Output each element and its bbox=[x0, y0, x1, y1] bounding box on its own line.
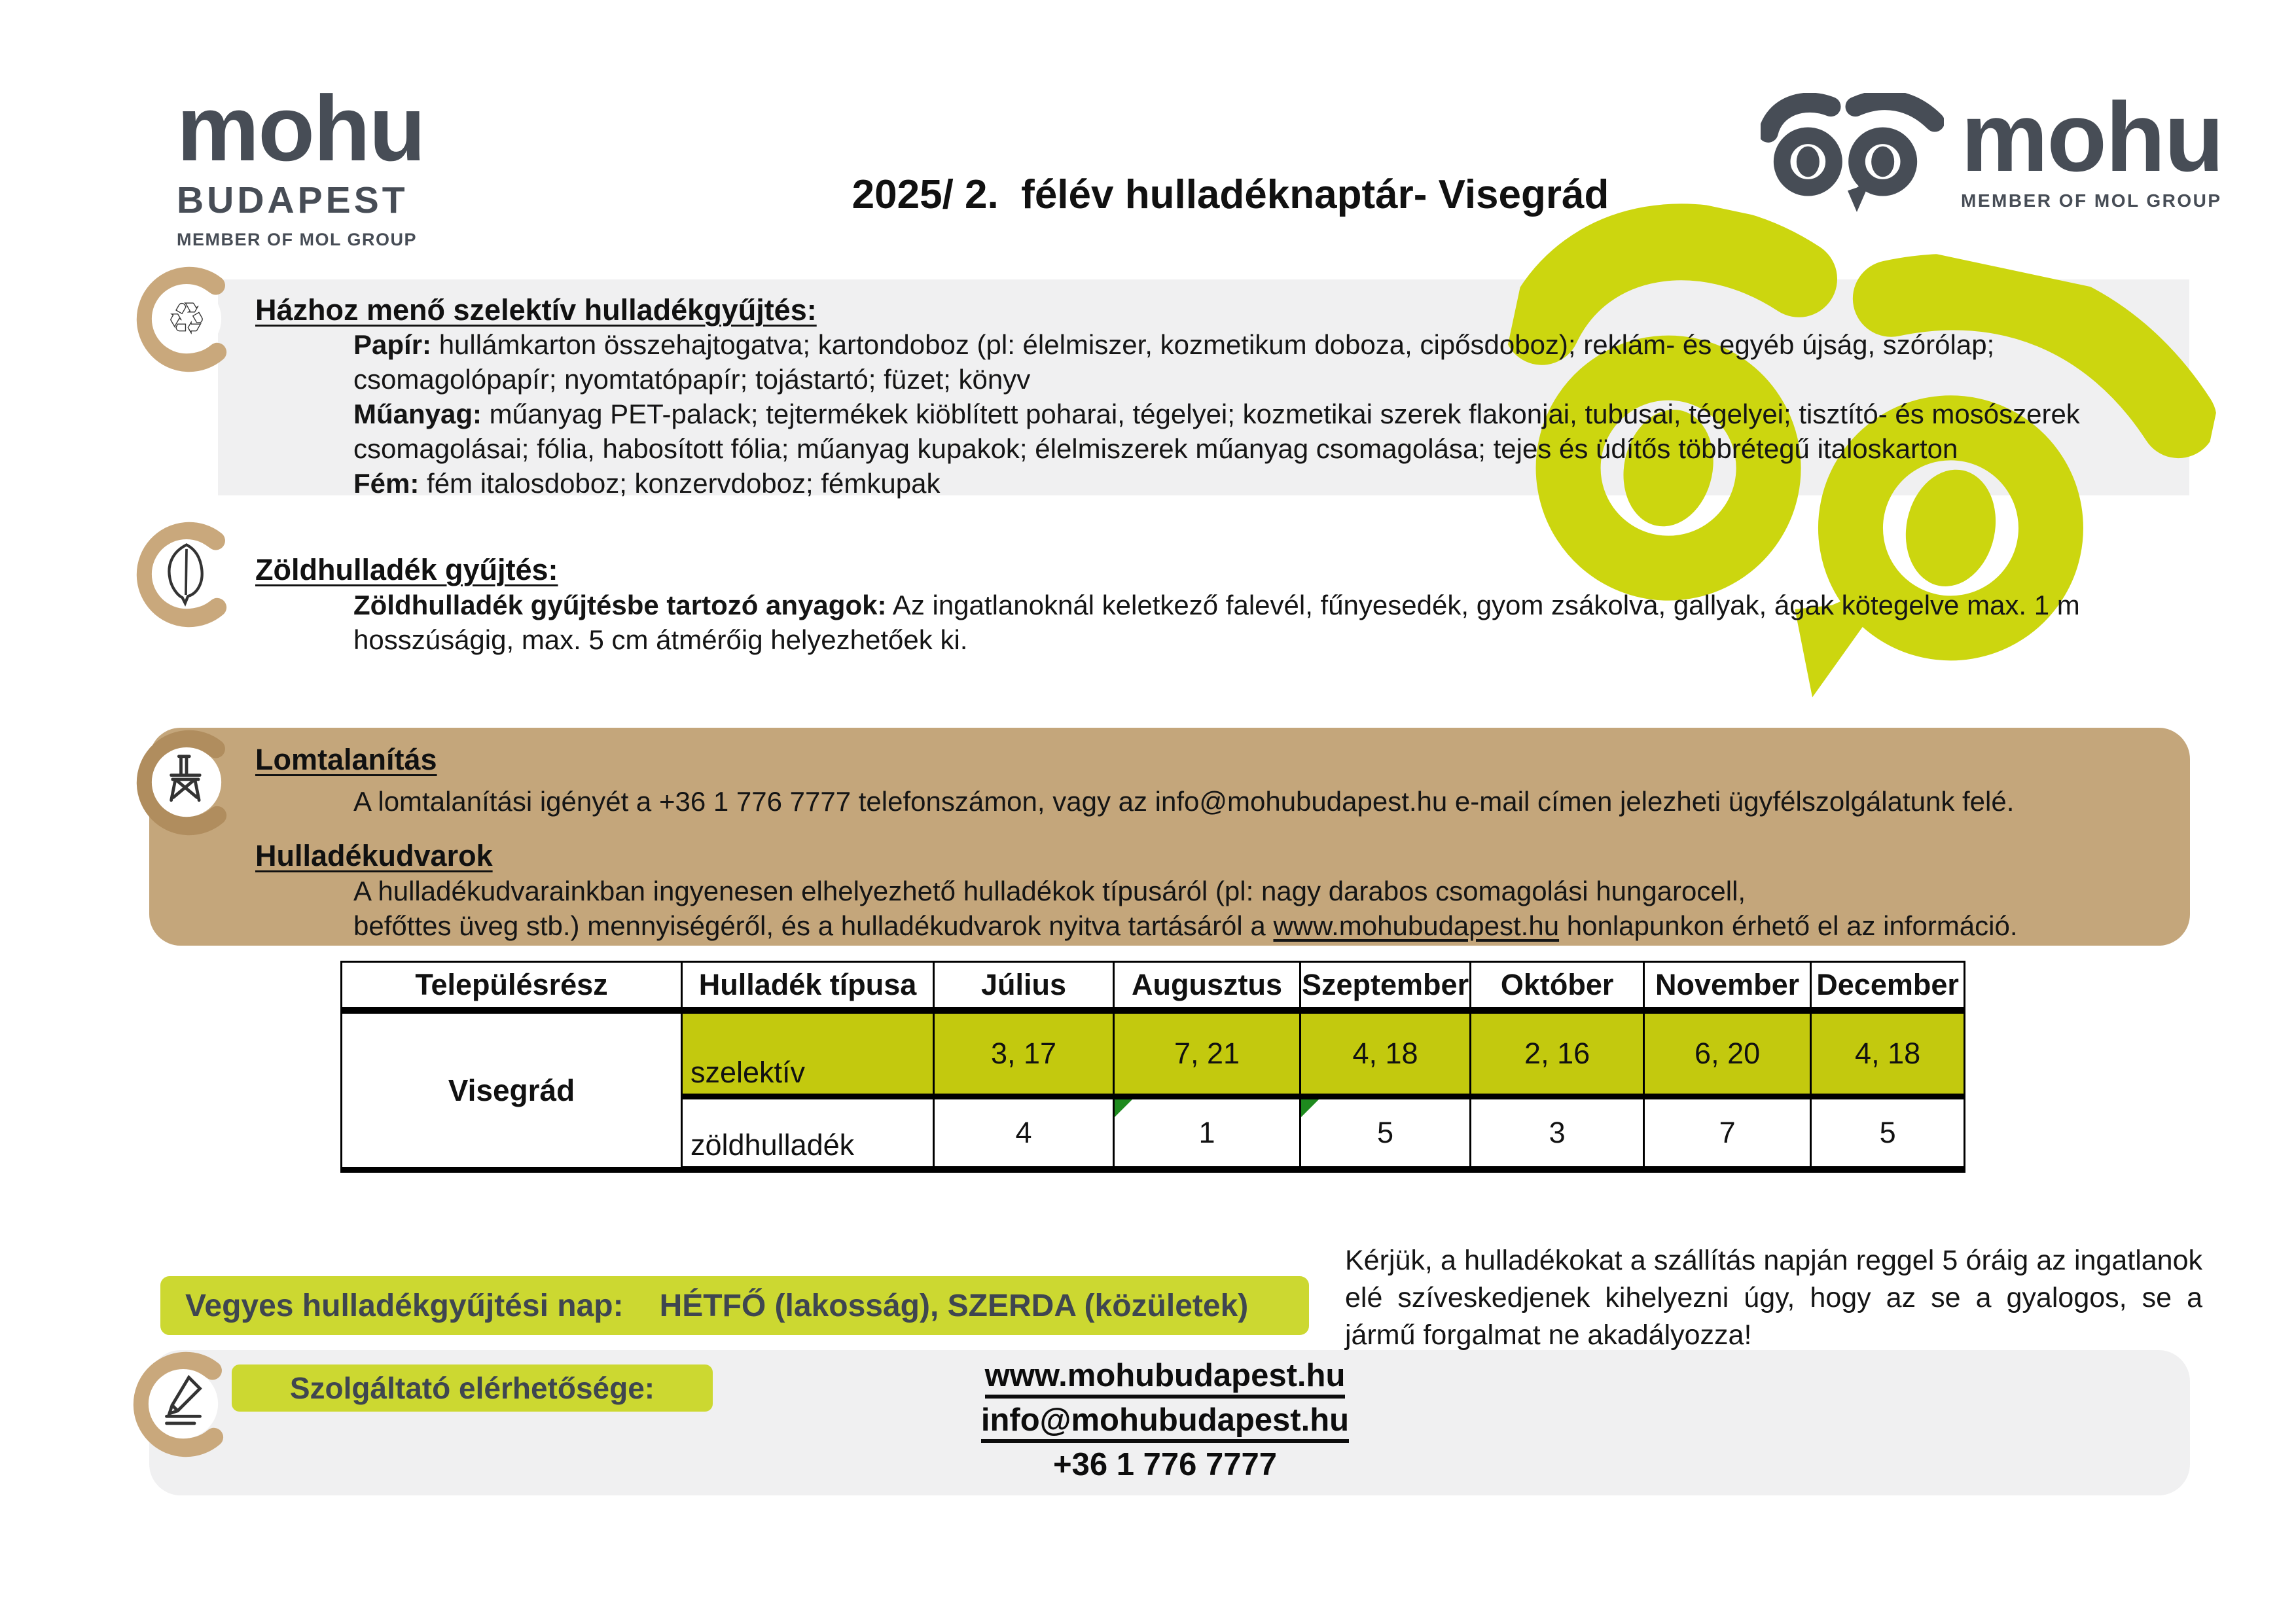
phone-number: +36 1 776 7777 bbox=[1053, 1447, 1277, 1482]
metal-label: Fém: bbox=[353, 468, 420, 499]
logo-tagline-text: MEMBER OF MOL GROUP bbox=[1961, 190, 2222, 211]
yards-website-link[interactable]: www.mohubudapest.hu bbox=[1273, 910, 1560, 941]
table-cell: 5 bbox=[1810, 1096, 1966, 1173]
collection-calendar-table: Településrész Hulladék típusa Július Aug… bbox=[340, 961, 1966, 1173]
waste-type-cell: szelektív bbox=[681, 1009, 935, 1099]
pencil-icon bbox=[133, 1351, 224, 1457]
website-link[interactable]: www.mohubudapest.hu bbox=[984, 1360, 1346, 1399]
plastic-line: Műanyag: műanyag PET-palack; tejtermékek… bbox=[353, 397, 2199, 466]
leaf-icon bbox=[136, 522, 227, 628]
page-title: 2025/ 2. félév hulladéknaptár- Visegrád bbox=[852, 172, 1609, 217]
mohu-budapest-logo: mohu BUDAPEST MEMBER OF MOL GROUP bbox=[177, 77, 425, 250]
table-cell: 4, 18 bbox=[1299, 1009, 1472, 1099]
metal-text: fém italosdoboz; konzervdoboz; fémkupak bbox=[419, 468, 941, 499]
col-header-december: December bbox=[1810, 961, 1966, 1014]
paper-text: hullámkarton összehajtogatva; kartondobo… bbox=[353, 329, 1995, 395]
table-cell: 3, 17 bbox=[933, 1009, 1115, 1099]
table-cell: 3 bbox=[1469, 1096, 1645, 1173]
chair-icon bbox=[136, 730, 227, 836]
table-row-greenwaste: zöldhulladék 4 1 5 3 7 5 bbox=[342, 1096, 1966, 1173]
col-header-settlement: Településrész bbox=[340, 961, 683, 1014]
green-body: Zöldhulladék gyűjtésbe tartozó anyagok: … bbox=[353, 588, 2199, 657]
col-header-july: Július bbox=[933, 961, 1115, 1014]
recycle-icon: ♲ bbox=[136, 266, 227, 372]
settlement-cell: Visegrád bbox=[340, 1009, 683, 1173]
placement-note: Kérjük, a hulladékokat a szállítás napjá… bbox=[1345, 1245, 2202, 1351]
table-cell: 1 bbox=[1113, 1096, 1301, 1173]
yards-text-before: A hulladékudvarainkban ingyenesen elhely… bbox=[353, 876, 1746, 941]
mixed-waste-label: Vegyes hulladékgyűjtési nap: bbox=[185, 1288, 624, 1323]
provider-contact-heading: Szolgáltató elérhetősége: bbox=[232, 1364, 713, 1412]
green-label: Zöldhulladék gyűjtésbe tartozó anyagok: bbox=[353, 590, 887, 620]
paper-line: Papír: hullámkarton összehajtogatva; kar… bbox=[353, 327, 2199, 397]
table-cell: 4, 18 bbox=[1810, 1009, 1966, 1099]
bulky-section-background bbox=[149, 728, 2190, 946]
owl-icon bbox=[1761, 93, 1944, 221]
logo-brand-text: mohu bbox=[1961, 82, 2224, 192]
table-header-row: Településrész Hulladék típusa Július Aug… bbox=[340, 961, 1966, 1014]
mohu-logo: mohu MEMBER OF MOL GROUP bbox=[1761, 82, 2224, 221]
table-cell: 6, 20 bbox=[1643, 1009, 1812, 1099]
table-row-selective: Visegrád szelektív 3, 17 7, 21 4, 18 2, … bbox=[340, 1009, 1966, 1173]
table-cell: 4 bbox=[933, 1096, 1115, 1173]
cell-note-marker bbox=[1302, 1099, 1319, 1117]
col-header-august: Augusztus bbox=[1113, 961, 1301, 1014]
green-text: Az ingatlanoknál keletkező falevél, fűny… bbox=[353, 590, 2080, 655]
logo-tagline-text: MEMBER OF MOL GROUP bbox=[177, 229, 418, 249]
bulky-heading: Lomtalanítás bbox=[255, 743, 437, 776]
svg-text:♲: ♲ bbox=[167, 294, 207, 344]
green-heading: Zöldhulladék gyűjtés: bbox=[255, 553, 558, 586]
email-link[interactable]: info@mohubudapest.hu bbox=[980, 1404, 1350, 1443]
paper-label: Papír: bbox=[353, 329, 432, 360]
table-cell: 2, 16 bbox=[1469, 1009, 1645, 1099]
yards-text-after: honlapunkon érhető el az információ. bbox=[1559, 910, 2018, 941]
yards-heading: Hulladékudvarok bbox=[255, 839, 493, 872]
provider-contact-heading-text: Szolgáltató elérhetősége: bbox=[289, 1371, 655, 1405]
table-cell: 7 bbox=[1643, 1096, 1812, 1173]
bulky-text: A lomtalanítási igényét a +36 1 776 7777… bbox=[353, 786, 2015, 817]
table-cell: 7, 21 bbox=[1113, 1009, 1301, 1099]
col-header-october: Október bbox=[1469, 961, 1645, 1014]
logo-brand-text: mohu bbox=[177, 77, 425, 181]
mixed-waste-day-banner: Vegyes hulladékgyűjtési nap: HÉTFŐ (lako… bbox=[160, 1276, 1309, 1335]
mixed-waste-days: HÉTFŐ (lakosság), SZERDA (közületek) bbox=[659, 1288, 1249, 1323]
plastic-label: Műanyag: bbox=[353, 399, 482, 429]
waste-type-cell: zöldhulladék bbox=[681, 1096, 935, 1173]
plastic-text: műanyag PET-palack; tejtermékek kiöblíte… bbox=[353, 399, 2080, 464]
table-cell: 5 bbox=[1299, 1096, 1472, 1173]
logo-city-text: BUDAPEST bbox=[177, 179, 408, 221]
col-header-waste-type: Hulladék típusa bbox=[681, 961, 935, 1014]
metal-line: Fém: fém italosdoboz; konzervdoboz; fémk… bbox=[353, 466, 2199, 501]
col-header-september: Szeptember bbox=[1299, 961, 1472, 1014]
col-header-november: November bbox=[1643, 961, 1812, 1014]
selective-heading: Házhoz menő szelektív hulladékgyűjtés: bbox=[255, 293, 817, 327]
selective-body: Papír: hullámkarton összehajtogatva; kar… bbox=[353, 327, 2199, 501]
yards-text: A hulladékudvarainkban ingyenesen elhely… bbox=[353, 874, 2186, 943]
provider-contact-block: www.mohubudapest.hu info@mohubudapest.hu… bbox=[916, 1360, 1414, 1487]
cell-note-marker bbox=[1115, 1099, 1132, 1117]
